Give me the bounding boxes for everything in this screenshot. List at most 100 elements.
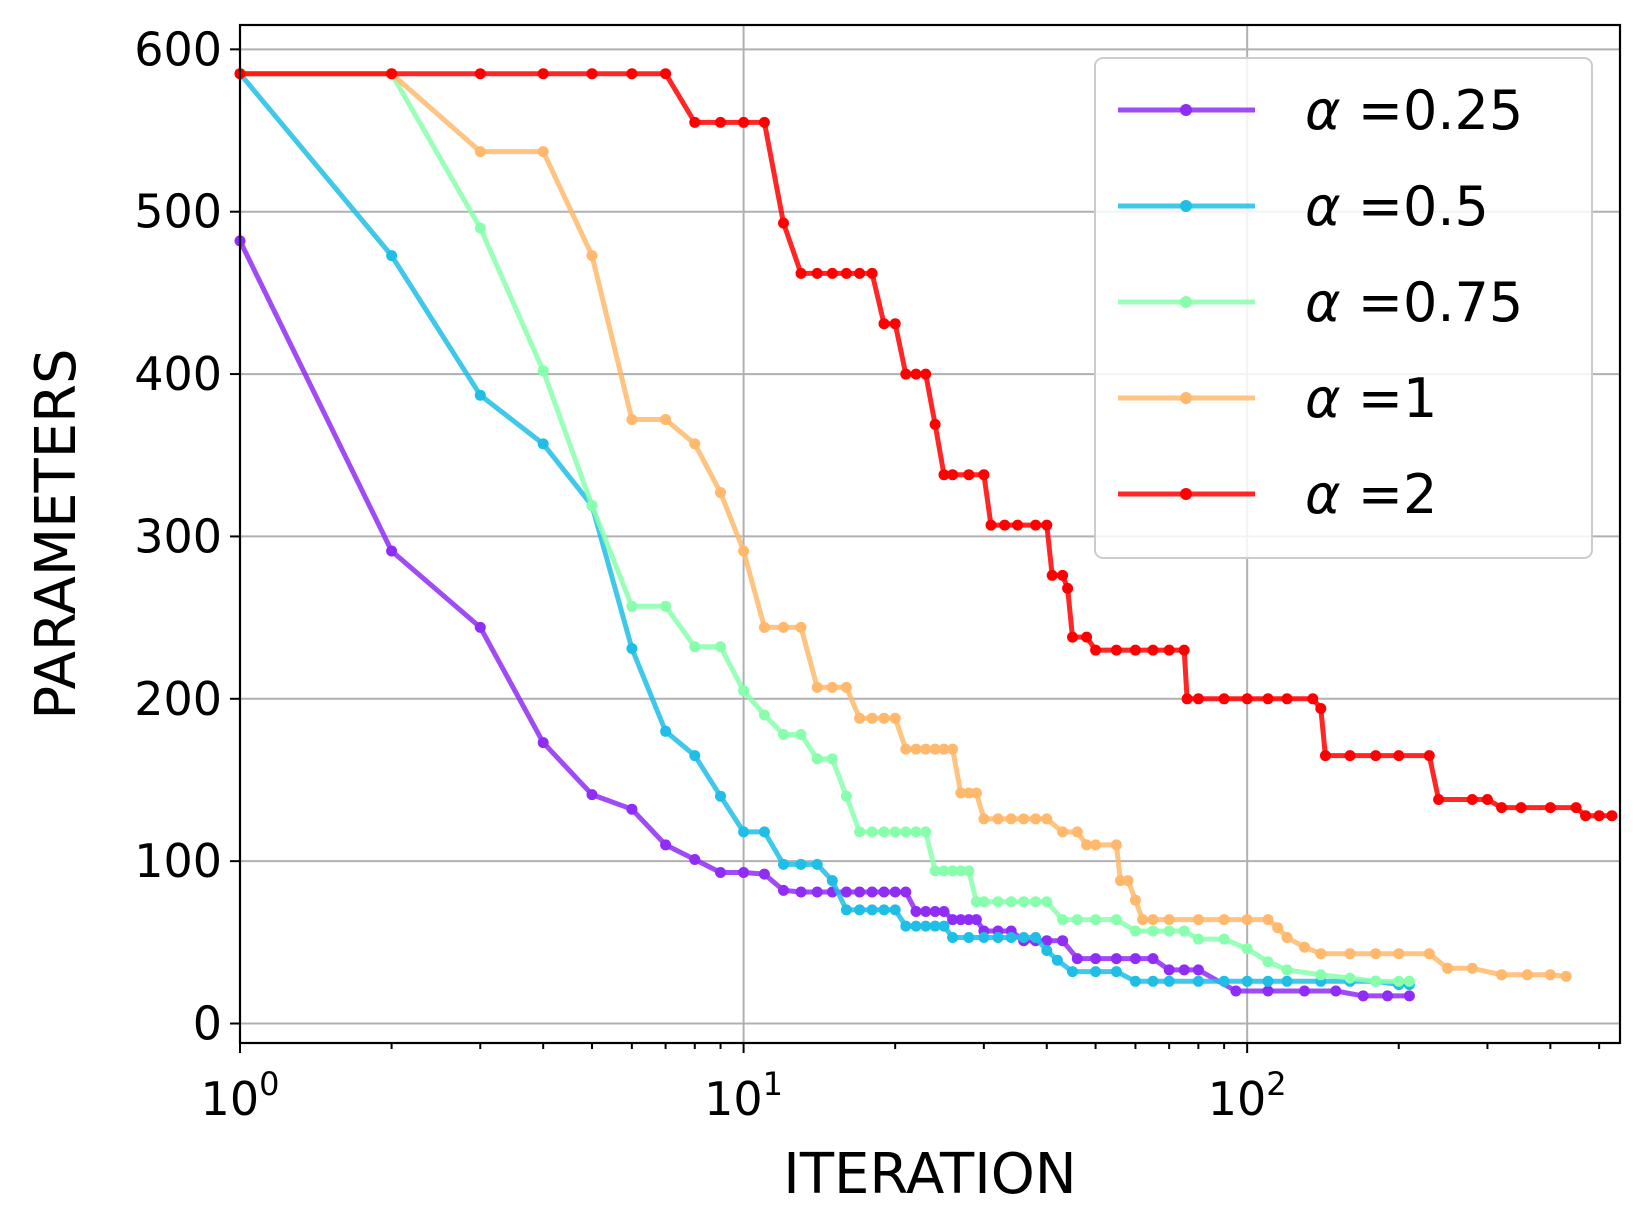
series-point — [778, 621, 789, 633]
series-point — [1018, 932, 1030, 943]
series-point — [689, 641, 701, 653]
series-point — [1192, 693, 1204, 705]
legend-item: α =1 — [1118, 367, 1437, 430]
series-group — [234, 235, 1415, 1002]
series-point — [758, 116, 770, 128]
series-point — [626, 600, 638, 612]
series-point — [660, 414, 672, 425]
series-point — [474, 389, 486, 401]
series-point — [920, 368, 932, 380]
series-point — [1114, 875, 1126, 887]
series-point — [778, 884, 789, 896]
series-point — [947, 865, 959, 877]
series-point — [1281, 964, 1293, 976]
series-point — [1403, 975, 1415, 987]
y-tick-label: 400 — [134, 347, 222, 401]
series-point — [758, 621, 770, 633]
series-point — [1057, 914, 1069, 926]
series-point — [738, 685, 750, 697]
series-point — [1046, 569, 1058, 581]
series-point — [1262, 956, 1274, 968]
series-point — [1178, 964, 1190, 976]
series-point — [738, 826, 750, 838]
series-point — [1218, 693, 1230, 705]
series-point — [938, 743, 950, 755]
series-point — [1593, 810, 1605, 822]
series-point — [840, 681, 852, 693]
series-point — [947, 932, 959, 943]
series-point — [920, 920, 932, 932]
series-point — [900, 368, 912, 380]
y-tick-label: 0 — [193, 997, 222, 1051]
x-tick-label: 102 — [1208, 1065, 1287, 1126]
legend-item: α =0.75 — [1118, 271, 1523, 334]
series-point — [1147, 914, 1159, 926]
series-point — [1580, 810, 1592, 822]
series-point — [758, 709, 770, 721]
series-point — [1129, 894, 1141, 906]
series-point — [970, 787, 982, 799]
series-point — [1030, 932, 1042, 943]
series-point — [1344, 750, 1356, 762]
series-point — [955, 787, 967, 799]
series-point — [1067, 631, 1078, 643]
series-point — [1370, 750, 1382, 762]
series-point — [1496, 802, 1508, 814]
series-point — [1057, 569, 1069, 581]
series-point — [715, 487, 726, 499]
series-line — [240, 71, 1567, 979]
series-point — [929, 920, 941, 932]
series-group — [234, 68, 1415, 987]
series-point — [955, 914, 967, 926]
series-point — [955, 865, 967, 877]
series-point — [978, 932, 990, 943]
series-point — [1147, 953, 1159, 965]
series-point — [929, 418, 941, 430]
series-point — [1393, 750, 1405, 762]
series-point — [1071, 953, 1083, 965]
series-point — [738, 867, 750, 878]
series-point — [689, 854, 701, 865]
x-tick-base: 10 — [704, 1072, 763, 1126]
y-tick-label: 600 — [134, 22, 222, 76]
legend-label: α =0.25 — [1305, 79, 1523, 142]
series-point — [826, 875, 838, 887]
series-point — [1030, 896, 1042, 908]
series-point — [1163, 914, 1175, 926]
series-point — [1357, 990, 1369, 1002]
series-point — [811, 858, 823, 870]
series-point — [985, 519, 997, 531]
series-point — [1163, 964, 1175, 976]
series-point — [1137, 914, 1149, 926]
series-point — [626, 803, 638, 815]
series-point — [1147, 644, 1159, 656]
legend-value: =2 — [1341, 463, 1438, 526]
series-point — [947, 469, 959, 481]
series-point — [1393, 948, 1405, 960]
series-point — [878, 886, 890, 898]
series-point — [1496, 969, 1508, 981]
series-point — [626, 643, 638, 654]
legend-value: =0.5 — [1341, 175, 1489, 238]
series-point — [1299, 985, 1310, 997]
series-point — [738, 545, 750, 557]
series-point — [1241, 975, 1253, 987]
series-point — [1241, 943, 1253, 955]
series-point — [811, 753, 823, 765]
series-point — [1466, 794, 1478, 805]
series-point — [1110, 966, 1122, 978]
series-point — [537, 438, 549, 450]
series-point — [1041, 519, 1053, 531]
series-point — [1272, 922, 1284, 934]
series-point — [1057, 826, 1069, 838]
series-point — [758, 868, 770, 880]
series-point — [920, 826, 932, 838]
series-point — [929, 906, 941, 917]
series-point — [1192, 964, 1204, 976]
series-point — [1057, 935, 1069, 947]
series-point — [1081, 839, 1093, 851]
legend-label: α =1 — [1305, 367, 1437, 430]
legend-label: α =0.5 — [1305, 175, 1489, 238]
series-point — [1319, 750, 1331, 762]
